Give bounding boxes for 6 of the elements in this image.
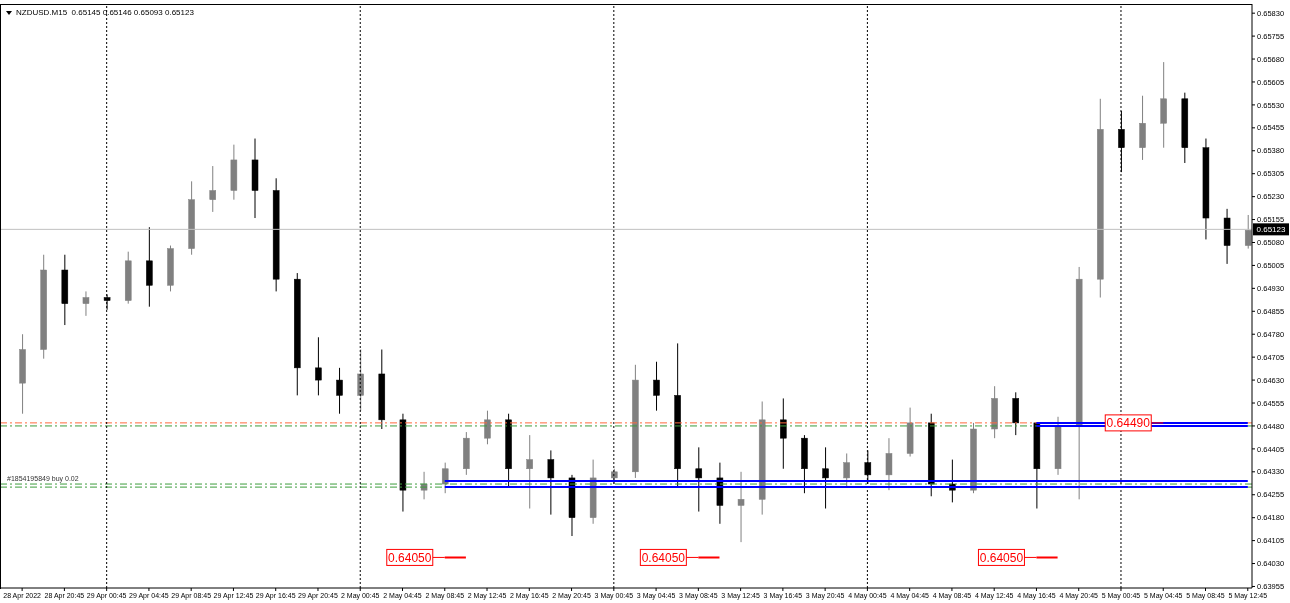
annotation: 0.64050 <box>641 550 686 565</box>
ref-line-label: 0.65123 <box>1256 225 1287 235</box>
text: NZDUSD.M15 0.65145 0.65146 0.65093 0.65123 <box>16 8 194 17</box>
annotation: 0.64050 <box>979 550 1024 565</box>
annotation: 0.64490 <box>1106 416 1151 431</box>
annotation: 0.64050 <box>388 550 432 565</box>
